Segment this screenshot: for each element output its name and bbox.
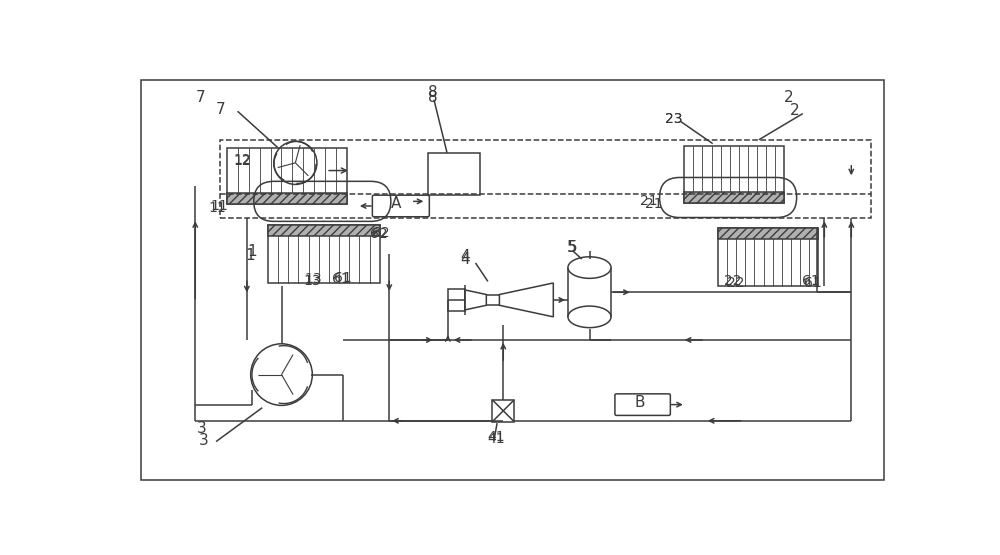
Bar <box>428 153 480 195</box>
Text: A: A <box>391 196 401 211</box>
Bar <box>492 400 514 422</box>
Bar <box>448 289 465 311</box>
Text: 22: 22 <box>724 274 742 287</box>
Text: 1: 1 <box>245 248 255 263</box>
Text: 21: 21 <box>640 194 658 208</box>
Bar <box>718 228 818 239</box>
Text: 11: 11 <box>208 201 226 215</box>
Text: 13: 13 <box>303 274 321 287</box>
Text: 13: 13 <box>305 272 322 286</box>
Text: 23: 23 <box>665 112 682 126</box>
Text: 5: 5 <box>568 240 578 255</box>
Text: 62: 62 <box>372 226 390 240</box>
Bar <box>227 193 347 204</box>
Text: 2: 2 <box>790 103 799 118</box>
Bar <box>718 228 818 286</box>
Text: 3: 3 <box>198 433 208 448</box>
Bar <box>684 191 784 203</box>
Text: 1: 1 <box>247 244 256 259</box>
Text: 8: 8 <box>428 90 437 105</box>
Bar <box>220 140 871 218</box>
Text: 4: 4 <box>460 252 470 267</box>
Text: 61: 61 <box>332 272 349 286</box>
Text: 22: 22 <box>727 276 744 290</box>
Text: 4: 4 <box>460 250 470 265</box>
Text: 61: 61 <box>804 276 821 290</box>
Text: 2: 2 <box>784 90 794 105</box>
Bar <box>227 148 347 204</box>
Text: 3: 3 <box>197 421 207 436</box>
Text: 61: 61 <box>802 274 820 287</box>
Bar <box>268 225 380 282</box>
Text: B: B <box>635 395 645 410</box>
Text: 8: 8 <box>428 85 437 100</box>
Text: 23: 23 <box>665 112 682 126</box>
Bar <box>684 145 784 203</box>
Text: 11: 11 <box>211 199 228 213</box>
Text: 41: 41 <box>487 432 505 446</box>
Text: 41: 41 <box>487 430 505 444</box>
Text: 21: 21 <box>645 196 663 210</box>
Text: 12: 12 <box>234 153 251 166</box>
Bar <box>268 225 380 236</box>
Text: 5: 5 <box>566 240 576 255</box>
Text: 7: 7 <box>195 90 205 105</box>
Text: 61: 61 <box>334 270 352 285</box>
Text: 62: 62 <box>370 228 388 241</box>
Text: 12: 12 <box>234 154 251 168</box>
Text: 7: 7 <box>216 102 226 117</box>
